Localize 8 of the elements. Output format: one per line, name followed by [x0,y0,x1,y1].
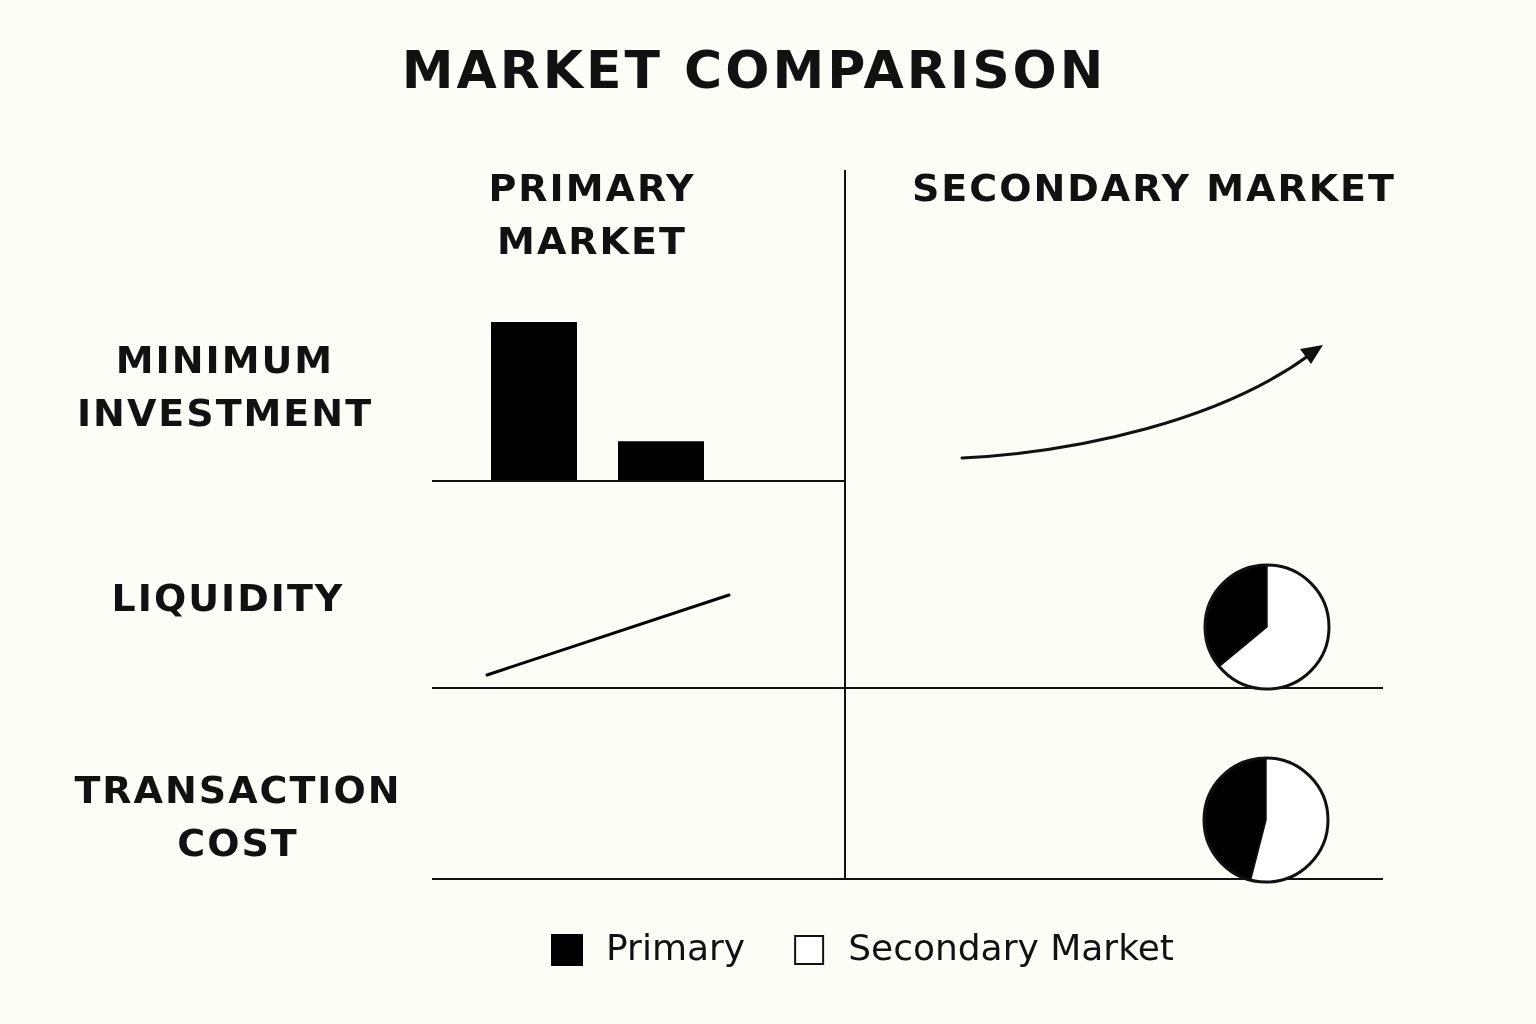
text: LIQUIDITY [111,575,345,620]
legend-label: Primary [606,927,746,968]
legend-label: Secondary Market [848,927,1174,968]
text: SECONDARY MARKET [911,165,1397,210]
text: MARKET COMPARISON [401,40,1107,100]
text: PRIMARY MARKET [488,165,696,263]
text: MINIMUM INVESTMENT [76,337,374,435]
text: TRANSACTION COST [74,767,402,865]
